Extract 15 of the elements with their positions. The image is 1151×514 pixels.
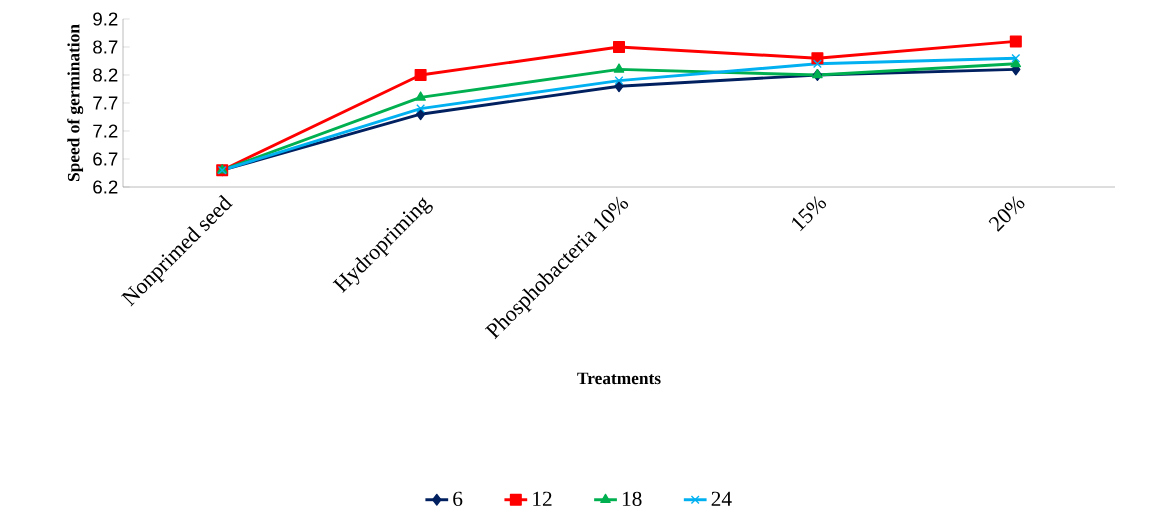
y-tick-label: 7.7 — [93, 96, 118, 110]
legend-label: 6 — [453, 491, 463, 507]
y-tick-label: 6.7 — [93, 152, 118, 166]
y-tick-label: 6.2 — [93, 180, 118, 194]
y-tick-label: 8.2 — [93, 68, 118, 82]
legend-label: 18 — [622, 491, 642, 507]
legend-label: 12 — [533, 491, 552, 506]
x-tick-label: 15% — [792, 196, 827, 232]
y-tick-label: 8.7 — [93, 40, 118, 54]
x-tick-label: 20% — [988, 196, 1025, 232]
y-tick-label: 9.2 — [93, 12, 118, 26]
legend-label: 24 — [711, 491, 732, 506]
y-axis-title: Speed of germination — [67, 24, 84, 182]
y-tick-label: 7.2 — [93, 124, 118, 138]
x-axis-title: Treatments — [577, 372, 661, 385]
